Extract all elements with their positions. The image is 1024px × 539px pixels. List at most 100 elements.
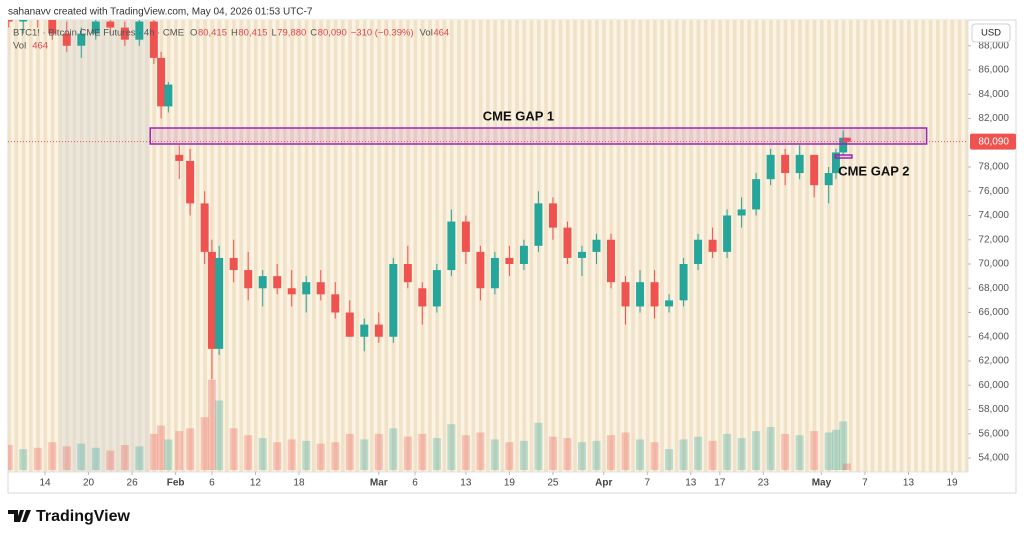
y-tick-label: 62,000 <box>978 356 1009 367</box>
candle-body <box>723 215 732 252</box>
last-price-label: 80,090 <box>978 136 1009 147</box>
candle-body <box>621 282 630 307</box>
x-tick-label: 13 <box>460 478 472 489</box>
volume-bar <box>229 428 238 470</box>
currency-label[interactable]: USD <box>981 28 1001 39</box>
gap-box <box>834 154 853 159</box>
volume-bar <box>258 438 267 470</box>
plot-area <box>8 20 851 470</box>
volume-bar <box>164 439 173 470</box>
volume-bar <box>650 442 659 470</box>
candle-body <box>62 33 71 46</box>
y-tick-label: 70,000 <box>978 259 1009 270</box>
y-tick-label: 66,000 <box>978 307 1009 318</box>
y-tick-label: 88,000 <box>978 40 1009 51</box>
candle-body <box>476 251 485 289</box>
volume-bar <box>534 422 543 470</box>
legend-key: L <box>271 28 276 39</box>
candle-body <box>839 137 848 153</box>
y-tick-label: 74,000 <box>978 210 1009 221</box>
y-tick-label: 58,000 <box>978 404 1009 415</box>
candle-body <box>824 173 833 186</box>
volume-bar <box>592 440 601 470</box>
volume-bar <box>766 426 775 470</box>
volume-bar <box>302 440 311 470</box>
session-background <box>8 20 968 472</box>
y-tick-label: 82,000 <box>978 113 1009 124</box>
volume-bar <box>207 379 216 470</box>
volume-bar <box>519 440 528 470</box>
volume-bar <box>461 435 470 470</box>
overlay: BTC1! · Bitcoin CME Futures · 4h · CME O 8… <box>8 28 1016 489</box>
logo-icon <box>8 510 31 522</box>
volume-bar <box>360 439 369 470</box>
currency-button[interactable] <box>971 23 1011 43</box>
volume-bar <box>33 447 42 470</box>
x-tick-label: 14 <box>39 478 51 489</box>
candle-body <box>19 20 28 22</box>
candle-body <box>461 221 470 252</box>
volume-bar <box>824 432 833 470</box>
candle-body <box>548 203 557 228</box>
candle-body <box>795 154 804 174</box>
volume-bar <box>708 440 717 470</box>
legend-value: 80,415 <box>238 28 267 39</box>
y-tick-label: 54,000 <box>978 453 1009 464</box>
volume-bar <box>345 433 354 470</box>
candle-body <box>650 282 659 307</box>
volume-bar <box>665 449 674 470</box>
candle-body <box>360 324 369 337</box>
y-tick-label: 60,000 <box>978 380 1009 391</box>
candle-body <box>708 239 717 252</box>
volume-bar <box>679 439 688 470</box>
candle-body <box>258 276 267 289</box>
x-tick-label: 19 <box>504 478 516 489</box>
x-tick-label: 7 <box>862 478 868 489</box>
candle-body <box>215 257 224 349</box>
x-tick-label: 6 <box>209 478 215 489</box>
candle-body <box>842 137 851 142</box>
x-tick-label: 12 <box>250 478 262 489</box>
y-tick-label: 78,000 <box>978 162 1009 173</box>
volume-bar <box>135 446 144 470</box>
candle-body <box>200 203 209 252</box>
volume-bar <box>287 439 296 470</box>
volume-bar <box>621 432 630 470</box>
volume-bar <box>157 425 166 470</box>
y-tick-label: 72,000 <box>978 234 1009 245</box>
candle-body <box>752 179 761 210</box>
candle-body <box>592 239 601 252</box>
candle-body <box>607 239 615 283</box>
x-tick-label: 26 <box>127 478 139 489</box>
candle-body <box>135 21 144 40</box>
x-tick-label: 25 <box>547 478 559 489</box>
candle-body <box>447 221 456 271</box>
volume-bar <box>723 433 732 470</box>
volume-value: 464 <box>32 41 48 52</box>
volume-bar <box>62 446 71 470</box>
volume-bar <box>244 435 253 470</box>
x-tick-label: Feb <box>167 478 185 489</box>
x-tick-label: Apr <box>595 478 612 489</box>
y-tick-label: 64,000 <box>978 331 1009 342</box>
y-tick-label: 56,000 <box>978 428 1009 439</box>
volume-bar <box>331 442 340 470</box>
y-tick-label: 86,000 <box>978 65 1009 76</box>
candle-body <box>106 21 115 28</box>
volume-bar <box>91 447 100 470</box>
last-price-tag <box>970 133 1016 150</box>
candle-body <box>810 154 819 186</box>
volume-bar <box>607 435 615 470</box>
legend-change: −310 (−0.39%) <box>351 28 414 39</box>
volume-bar <box>476 432 485 470</box>
candle-body <box>766 154 775 180</box>
volume-bar <box>505 442 514 470</box>
candle-body <box>175 154 184 161</box>
volume-bar <box>215 400 224 470</box>
x-tick-label: 23 <box>758 478 770 489</box>
x-tick-label: Mar <box>370 478 388 489</box>
candle-body <box>577 251 586 258</box>
legend-value: 79,880 <box>277 28 306 39</box>
volume-bar <box>8 445 13 470</box>
